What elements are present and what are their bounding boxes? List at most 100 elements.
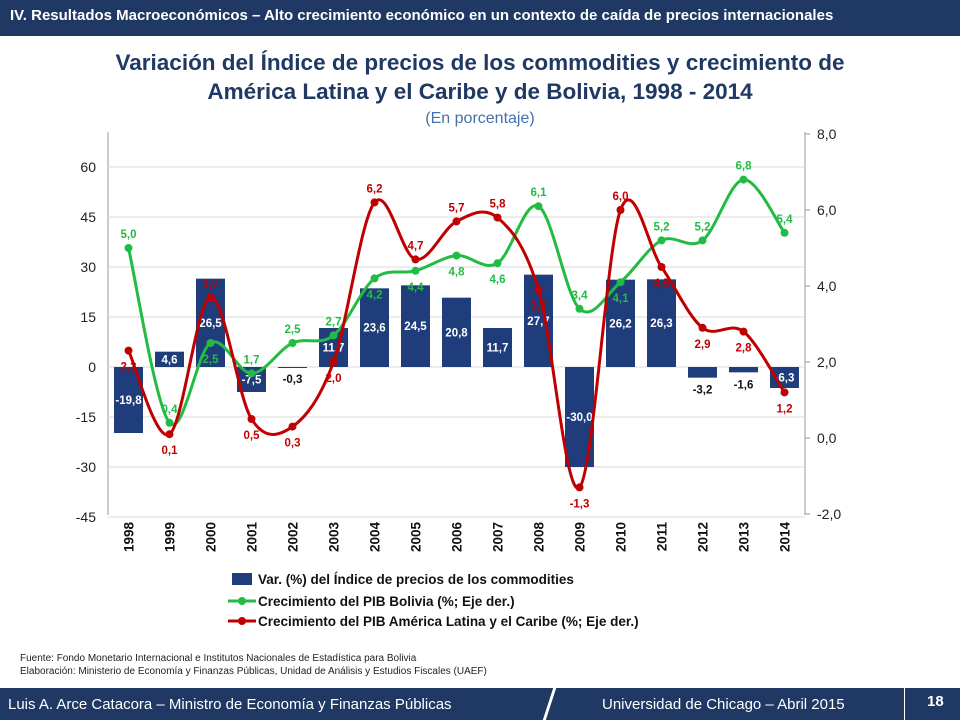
latam-gdp-label: 0,1 bbox=[162, 445, 179, 457]
latam-gdp-label: 2,8 bbox=[736, 343, 753, 355]
commodity-bar-label: -19,8 bbox=[115, 395, 142, 407]
commodity-bar-label: 23,6 bbox=[363, 323, 385, 335]
right-tick-label: 2,0 bbox=[817, 354, 837, 370]
commodity-bar bbox=[442, 297, 471, 367]
page-number: 18 bbox=[927, 693, 944, 710]
left-tick-label: 15 bbox=[80, 309, 96, 325]
latam-gdp-label: 2,0 bbox=[326, 373, 342, 385]
commodity-bar-label: 4,6 bbox=[162, 354, 178, 366]
commodity-bar bbox=[483, 328, 512, 367]
bolivia-gdp-point bbox=[493, 259, 502, 268]
x-tick-label: 2007 bbox=[491, 522, 506, 552]
bolivia-gdp-point bbox=[534, 202, 543, 211]
bolivia-gdp-label: 5,2 bbox=[654, 221, 670, 233]
bolivia-gdp-label: 5,0 bbox=[121, 229, 137, 241]
latam-gdp-point bbox=[739, 327, 748, 336]
latam-gdp-label: 2,9 bbox=[695, 339, 711, 351]
x-tick-label: 2002 bbox=[286, 522, 301, 552]
chart-title: Variación del Índice de precios de los c… bbox=[0, 48, 960, 106]
left-tick-label: -30 bbox=[76, 459, 96, 475]
latam-gdp-label: 3,7 bbox=[203, 278, 219, 290]
legend-latam-label: Crecimiento del PIB América Latina y el … bbox=[258, 614, 639, 629]
bolivia-gdp-point bbox=[657, 236, 666, 245]
latam-gdp-label: 3,9 bbox=[531, 301, 547, 313]
x-tick-label: 2006 bbox=[450, 522, 465, 553]
x-tick-label: 2013 bbox=[737, 522, 752, 553]
right-tick-label: 6,0 bbox=[817, 202, 837, 218]
bolivia-gdp-point bbox=[206, 339, 215, 347]
commodity-bar-label: 26,3 bbox=[650, 318, 672, 330]
legend-bolivia-label: Crecimiento del PIB Bolivia (%; Eje der.… bbox=[258, 594, 515, 609]
commodity-bar-label: 11,7 bbox=[323, 343, 345, 355]
latam-gdp-label: 6,2 bbox=[367, 183, 383, 195]
source-line: Fuente: Fondo Monetario Internacional e … bbox=[20, 653, 417, 664]
latam-gdp-label: 5,7 bbox=[449, 202, 465, 214]
latam-gdp-point bbox=[698, 323, 707, 332]
commodity-bar bbox=[196, 278, 225, 367]
x-tick-label: 2014 bbox=[778, 522, 793, 553]
chart-subtitle: (En porcentaje) bbox=[425, 110, 535, 127]
latam-gdp-point bbox=[780, 388, 789, 397]
latam-gdp-point bbox=[493, 213, 502, 222]
x-tick-label: 2012 bbox=[696, 522, 711, 552]
commodity-bar-label: -30,0 bbox=[566, 412, 592, 424]
commodity-bar bbox=[401, 285, 430, 367]
left-tick-label: 30 bbox=[80, 259, 96, 275]
commodity-bar-label: 26,5 bbox=[199, 318, 222, 330]
left-tick-label: -15 bbox=[76, 409, 96, 425]
commodity-bar bbox=[647, 279, 676, 367]
right-tick-label: 4,0 bbox=[817, 278, 837, 294]
x-tick-label: 2003 bbox=[327, 522, 342, 553]
latam-gdp-point bbox=[206, 293, 215, 302]
bolivia-gdp-label: 5,4 bbox=[777, 214, 794, 226]
latam-gdp-label: 0,3 bbox=[285, 438, 301, 450]
latam-gdp-point bbox=[165, 430, 174, 439]
bolivia-gdp-label: 4,2 bbox=[367, 289, 383, 301]
footer-author: Luis A. Arce Catacora – Ministro de Econ… bbox=[8, 696, 452, 713]
bolivia-gdp-label: 2,7 bbox=[326, 316, 342, 328]
commodity-bar-label: 20,8 bbox=[445, 327, 468, 339]
bolivia-gdp-label: 6,8 bbox=[736, 161, 753, 173]
left-tick-label: 60 bbox=[80, 159, 96, 175]
bolivia-gdp-point bbox=[247, 369, 256, 378]
latam-gdp-label: -1,3 bbox=[570, 498, 590, 510]
page-divider bbox=[904, 660, 905, 720]
x-tick-label: 2001 bbox=[245, 522, 260, 553]
bolivia-gdp-point bbox=[739, 175, 748, 184]
legend-bar-label: Var. (%) del Índice de precios de los co… bbox=[258, 572, 574, 587]
source-notes: Fuente: Fondo Monetario Internacional e … bbox=[20, 652, 487, 678]
commodity-bar-label: 26,2 bbox=[609, 318, 631, 330]
x-tick-label: 2005 bbox=[409, 522, 424, 553]
latam-gdp-point bbox=[534, 285, 543, 294]
left-tick-label: 45 bbox=[80, 209, 96, 225]
commodity-bar-label: 11,7 bbox=[487, 343, 509, 355]
commodity-bar-label: -7,5 bbox=[242, 375, 262, 387]
latam-gdp-point bbox=[288, 422, 297, 431]
left-tick-label: -45 bbox=[76, 509, 96, 525]
latam-gdp-label: 4,7 bbox=[408, 240, 424, 252]
bolivia-gdp-point bbox=[165, 418, 174, 427]
bolivia-gdp-label: 4,1 bbox=[613, 293, 630, 305]
latam-gdp-point bbox=[657, 263, 666, 271]
latam-gdp-point bbox=[575, 483, 584, 492]
x-tick-label: 1999 bbox=[163, 522, 178, 552]
latam-gdp-label: 4,5 bbox=[654, 278, 671, 290]
bolivia-gdp-label: 2,5 bbox=[285, 324, 302, 336]
commodity-bar bbox=[688, 367, 717, 378]
combo-chart: 60 45 30 15 0 -15 -30 -45 8,0 6,0 4,0 2,0 0,0 -2,0 -19… bbox=[76, 126, 842, 629]
bolivia-gdp-label: 5,2 bbox=[695, 221, 711, 233]
legend-bar-swatch bbox=[232, 573, 252, 585]
bolivia-gdp-point bbox=[370, 274, 379, 283]
bolivia-gdp-point bbox=[698, 236, 707, 245]
x-tick-label: 2009 bbox=[573, 522, 588, 552]
bolivia-gdp-point bbox=[452, 251, 461, 260]
legend-latam-marker bbox=[238, 617, 246, 625]
chart-title-line2: América Latina y el Caribe y de Bolivia,… bbox=[207, 79, 753, 104]
latam-gdp-point bbox=[452, 217, 461, 226]
latam-gdp-label: 6,0 bbox=[613, 191, 629, 203]
x-tick-label: 1998 bbox=[122, 522, 137, 553]
commodity-bar-label: -0,3 bbox=[283, 374, 303, 386]
right-tick-label: -2,0 bbox=[817, 506, 841, 522]
footer-venue: Universidad de Chicago – Abril 2015 bbox=[602, 696, 845, 713]
latam-gdp-point bbox=[616, 206, 625, 214]
